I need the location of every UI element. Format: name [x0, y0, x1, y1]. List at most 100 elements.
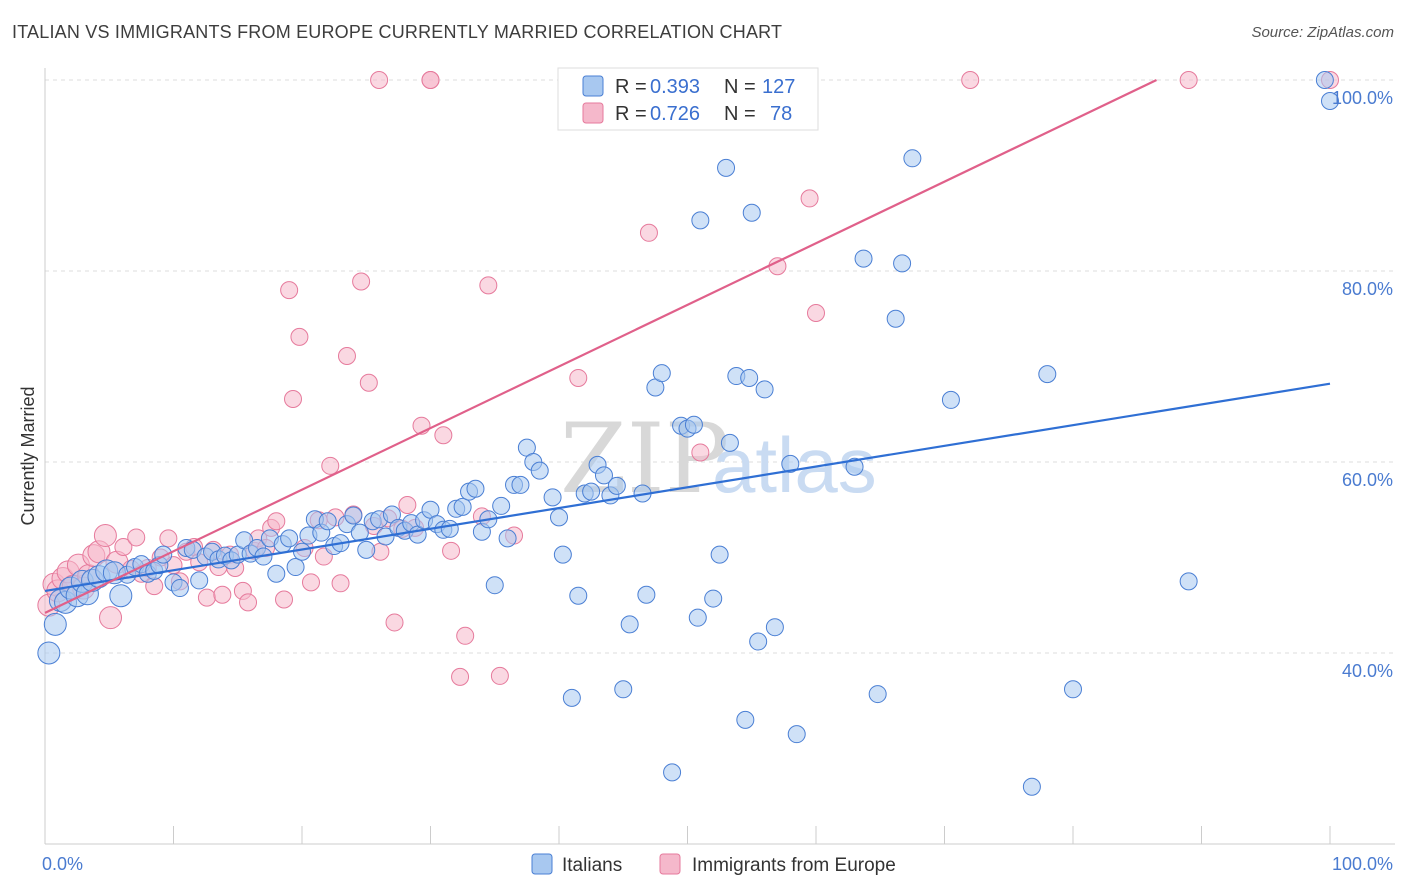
europe-point-78 [370, 71, 389, 89]
europe-point-73 [639, 223, 658, 242]
italians-point-119 [903, 149, 922, 168]
italians-point-50 [357, 540, 376, 559]
europe-point-39 [267, 512, 286, 531]
europe-point-53 [352, 272, 371, 291]
europe-point-16 [127, 528, 146, 547]
europe-point-40 [275, 590, 294, 609]
europe-point-82 [1179, 71, 1198, 89]
italians-point-65 [453, 497, 472, 516]
italians-point-67 [466, 479, 485, 498]
europe-point-11 [93, 524, 117, 548]
italians-point-88 [607, 476, 626, 495]
italians-point-81 [562, 688, 581, 707]
europe-point-74 [691, 443, 710, 462]
x-tick-label-start: 0.0% [42, 854, 83, 874]
italians-point-109 [749, 632, 768, 651]
europe-point-65 [442, 541, 461, 560]
europe-point-66 [451, 667, 470, 686]
italians-point-82 [569, 586, 588, 605]
italians-point-36 [267, 564, 286, 583]
italians-point-70 [485, 576, 504, 595]
italians-point-90 [620, 615, 639, 634]
italians-point-126 [1315, 71, 1334, 89]
italians-point-112 [781, 454, 800, 473]
series-europe-points [37, 71, 1339, 686]
europe-point-51 [337, 346, 356, 365]
italians-point-111 [765, 618, 784, 637]
italians-point-106 [736, 710, 755, 729]
y-tick-label-1: 60.0% [1342, 470, 1393, 490]
italians-point-104 [720, 433, 739, 452]
italians-point-103 [717, 158, 736, 177]
italians-point-114 [845, 457, 864, 476]
europe-point-54 [359, 373, 378, 392]
italians-point-84 [582, 482, 601, 501]
europe-point-75 [768, 257, 787, 276]
europe-point-45 [301, 573, 320, 592]
italians-point-92 [637, 585, 656, 604]
bottom-legend-europe: Immigrants from Europe [692, 855, 896, 876]
europe-point-27 [197, 588, 216, 607]
italians-point-115 [854, 249, 873, 268]
legend-n-label-europe: N = [724, 103, 756, 125]
legend-n-value-italians: 127 [762, 76, 795, 98]
italians-point-63 [440, 519, 459, 538]
bottom-legend: Italians Immigrants from Europe [531, 853, 896, 876]
italians-point-107 [740, 368, 759, 387]
italians-point-48 [344, 506, 363, 525]
italians-point-24 [190, 571, 209, 590]
italians-point-108 [742, 203, 761, 222]
x-tick-label-end: 100.0% [1332, 854, 1393, 874]
italians-point-19 [154, 545, 173, 564]
legend-n-label-italians: N = [724, 76, 756, 98]
italians-point-86 [594, 466, 613, 485]
axes [44, 68, 1395, 845]
series-italians-points [37, 71, 1339, 796]
europe-point-48 [321, 456, 340, 475]
italians-point-124 [1179, 572, 1198, 591]
italians-point-38 [280, 529, 299, 548]
y-axis-label: Currently Married [18, 386, 38, 525]
trend-line-italians [44, 382, 1331, 593]
italians-point-116 [868, 685, 887, 704]
europe-point-58 [385, 613, 404, 632]
italians-point-113 [787, 725, 806, 744]
italians-point-1 [43, 612, 67, 636]
chart-title: ITALIAN VS IMMIGRANTS FROM EUROPE CURREN… [12, 22, 783, 42]
italians-point-123 [1064, 680, 1082, 699]
italians-point-121 [1022, 777, 1041, 796]
italians-point-122 [1038, 365, 1057, 384]
europe-point-12 [99, 606, 123, 630]
europe-point-70 [490, 666, 509, 685]
europe-point-67 [456, 626, 475, 645]
europe-point-77 [807, 304, 825, 323]
europe-point-69 [479, 276, 498, 295]
italians-point-21 [170, 579, 189, 598]
italians-point-89 [614, 680, 633, 699]
italians-point-100 [691, 211, 710, 230]
trend-lines [44, 79, 1331, 614]
europe-point-41 [280, 281, 299, 300]
italians-point-99 [688, 608, 707, 627]
europe-point-72 [569, 368, 588, 387]
tick-labels: 40.0% 60.0% 80.0% 100.0% 0.0% 100.0% [42, 88, 1393, 874]
europe-point-60 [398, 495, 417, 514]
europe-point-21 [159, 529, 178, 548]
italians-point-74 [511, 475, 530, 494]
italians-point-110 [755, 380, 774, 399]
italians-point-102 [710, 545, 729, 564]
europe-point-14 [114, 537, 133, 556]
italians-point-44 [318, 512, 337, 531]
trend-line-europe [44, 79, 1158, 614]
italians-point-95 [663, 763, 682, 782]
europe-point-50 [331, 574, 350, 593]
legend-r-value-italians: 0.393 [650, 76, 700, 98]
italians-point-78 [543, 488, 562, 507]
legend-swatch-europe [582, 102, 604, 124]
legend-box: R = 0.393 N = 127 R = 0.726 N = 78 [557, 67, 819, 131]
italians-point-40 [293, 542, 311, 561]
legend-n-value-europe: 78 [770, 103, 792, 125]
italians-point-72 [498, 529, 517, 548]
y-tick-label-0: 40.0% [1342, 661, 1393, 681]
